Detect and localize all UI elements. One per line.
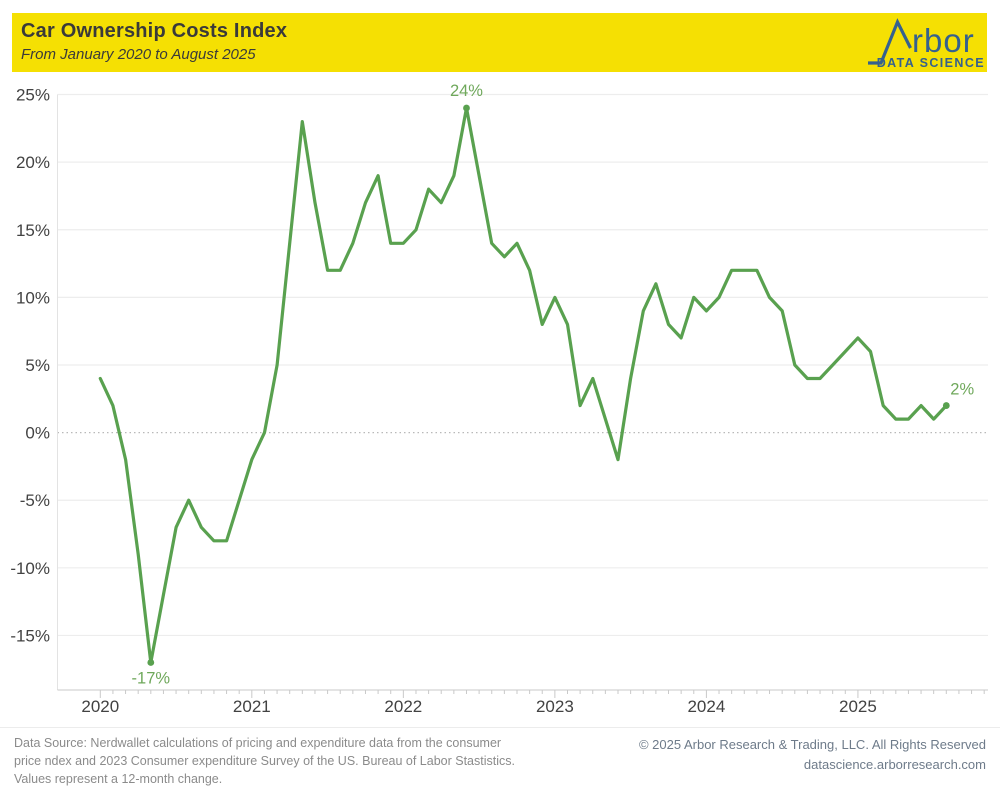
y-tick-label: -5% — [20, 491, 50, 510]
y-tick-label: 5% — [25, 356, 50, 375]
annotation-dot — [942, 402, 950, 409]
x-tick-label: 2022 — [384, 697, 422, 716]
page-title: Car Ownership Costs Index — [21, 20, 288, 42]
copyright-line: © 2025 Arbor Research & Trading, LLC. Al… — [638, 737, 986, 752]
website-link[interactable]: datascience.arborresearch.com — [803, 757, 986, 772]
y-tick-label: 15% — [16, 221, 50, 240]
chart-area: 25% 20% 15% 10% 5% 0% -5% -10% -15% 2020 2021 2022 2… — [0, 78, 1000, 730]
y-tick-label: 10% — [16, 288, 50, 307]
y-tick-label: 20% — [16, 153, 50, 172]
source-line-2: price ndex and 2023 Consumer expenditure… — [14, 754, 515, 768]
x-tick-label: 2025 — [839, 697, 877, 716]
index-line — [98, 106, 948, 665]
y-tick-label: -15% — [10, 626, 50, 645]
header-banner: Car Ownership Costs Index From January 2… — [12, 13, 987, 72]
annotation-label: -17% — [132, 669, 171, 687]
arbor-logo: rbor DATA SCIENCE — [868, 18, 985, 70]
x-tick-label: 2021 — [233, 697, 271, 716]
logo-tagline: DATA SCIENCE — [877, 56, 985, 70]
annotation-dot — [463, 104, 470, 112]
x-tick-label: 2023 — [536, 697, 574, 716]
chart-svg: 25% 20% 15% 10% 5% 0% -5% -10% -15% 2020 2021 2022 2… — [10, 82, 988, 716]
y-tick-label: 0% — [25, 424, 50, 443]
copyright-note: © 2025 Arbor Research & Trading, LLC. Al… — [566, 735, 986, 775]
annotation-dot — [147, 659, 155, 666]
source-line-1: Data Source: Nerdwallet calculations of … — [14, 736, 502, 750]
annotation-label: 2% — [950, 381, 974, 399]
y-tick-label: -10% — [10, 559, 50, 578]
x-tick-label: 2024 — [687, 697, 725, 716]
source-line-3: Values represent a 12-month change. — [14, 772, 223, 786]
data-source-note: Data Source: Nerdwallet calculations of … — [14, 734, 614, 788]
logo-wordmark: rbor — [912, 22, 975, 59]
y-tick-label: 25% — [16, 86, 50, 105]
footer: Data Source: Nerdwallet calculations of … — [0, 727, 1000, 801]
x-tick-label: 2020 — [81, 697, 119, 716]
annotation-label: 24% — [450, 82, 483, 100]
page-subtitle: From January 2020 to August 2025 — [21, 46, 256, 63]
logo-peak-icon — [868, 18, 912, 65]
